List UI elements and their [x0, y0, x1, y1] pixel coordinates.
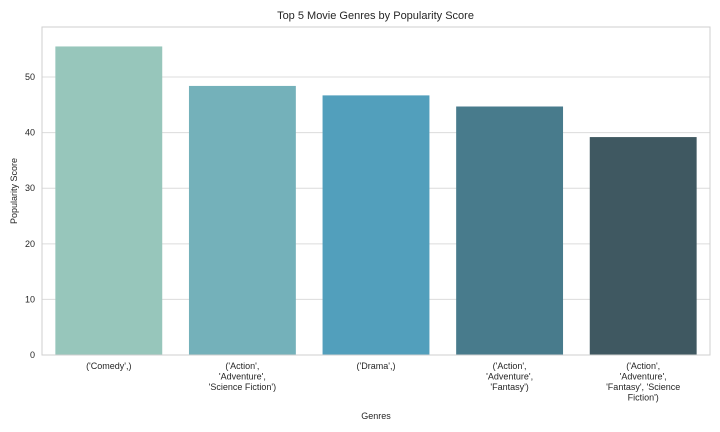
y-tick-label: 50 — [25, 72, 35, 82]
bar — [589, 137, 697, 355]
y-axis-label: Popularity Score — [9, 158, 19, 224]
x-tick-label: ('Action', 'Adventure', 'Fantasy', 'Scienc… — [606, 361, 680, 403]
y-tick-labels: 0 10 20 30 40 50 — [25, 72, 35, 360]
x-tick-label: ('Action', 'Adventure', 'Science Fiction') — [209, 361, 276, 392]
bar — [456, 106, 564, 355]
bar — [188, 85, 296, 356]
x-tick-label: ('Drama',) — [357, 361, 396, 371]
bars — [55, 46, 697, 356]
x-axis-label: Genres — [361, 411, 391, 421]
y-tick-label: 20 — [25, 239, 35, 249]
chart-title: Top 5 Movie Genres by Popularity Score — [277, 10, 474, 22]
y-tick-label: 0 — [30, 350, 35, 360]
x-tick-label: ('Comedy',) — [86, 361, 131, 371]
y-tick-label: 10 — [25, 294, 35, 304]
bar — [55, 46, 163, 355]
plot-frame — [41, 26, 711, 356]
x-tick-labels: ('Comedy',) ('Action', 'Adventure', 'Scienc… — [86, 361, 680, 403]
bar — [322, 95, 430, 355]
y-tick-label: 30 — [25, 183, 35, 193]
x-tick-label: ('Action', 'Adventure', 'Fantasy') — [486, 361, 533, 392]
y-tick-label: 40 — [25, 128, 35, 138]
